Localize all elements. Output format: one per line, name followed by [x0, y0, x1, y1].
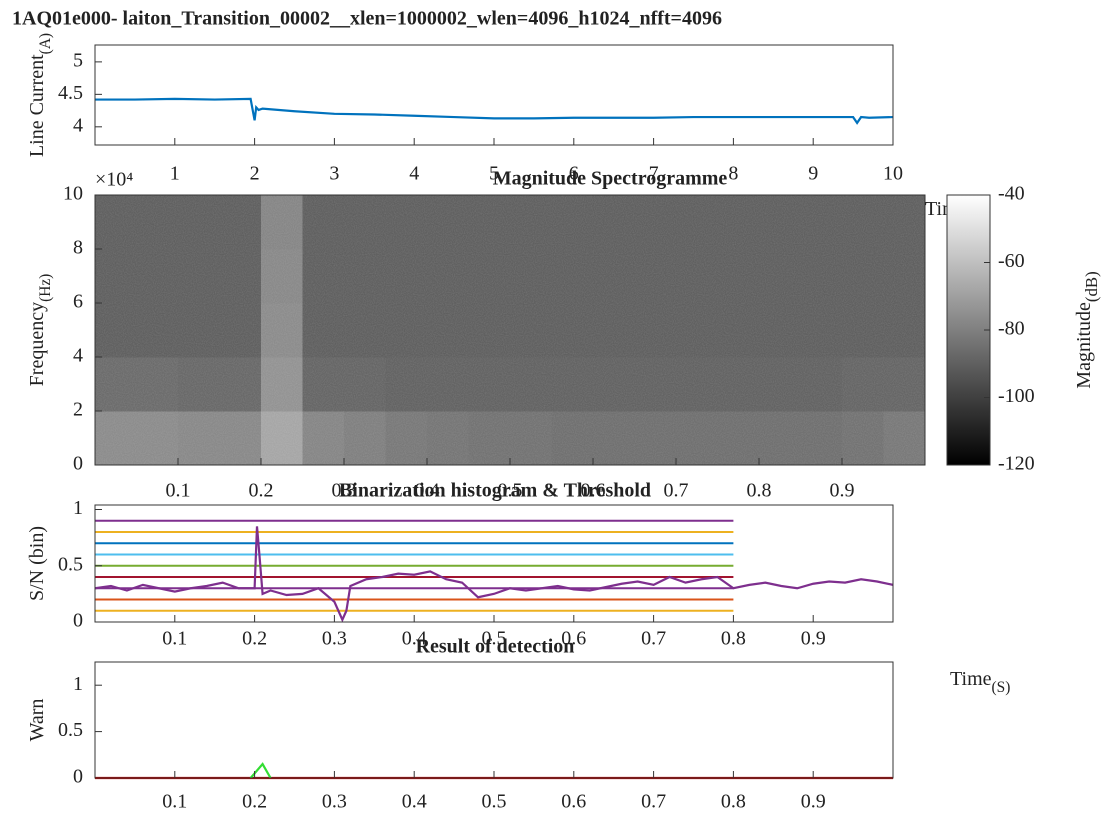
data-line [94, 526, 894, 623]
y-axis-label: Warn [26, 699, 48, 742]
x-tick-label: 0.9 [801, 791, 826, 813]
x-tick-label: 0.5 [498, 480, 523, 502]
panel-title: Binarization histogram & Threshold [339, 480, 651, 502]
panel-title: Result of detection [416, 636, 575, 658]
y-axis-label: Frequency(Hz) [26, 274, 54, 387]
x-tick-label: 0.4 [415, 480, 440, 502]
x-tick-label: 0.1 [162, 791, 187, 813]
texture [95, 195, 925, 465]
x-axis-label-text: Time [950, 668, 992, 690]
x-tick-label: 6 [569, 163, 579, 185]
x-tick-label: 0.8 [721, 628, 746, 650]
x-tick-label: 0.5 [482, 791, 507, 813]
x-tick-label: 0.1 [166, 480, 191, 502]
x-tick-label: 0.2 [242, 791, 267, 813]
x-tick-label: 0.6 [561, 791, 586, 813]
x-tick-label: 8 [728, 163, 738, 185]
y-axis-label-text: Frequency [26, 302, 48, 386]
y-tick-label: 8 [73, 237, 83, 259]
y-tick-label: 5 [73, 49, 83, 71]
colorbar-tick-label: -80 [998, 318, 1025, 340]
colorbar-tick-label: -40 [998, 183, 1025, 205]
x-tick-label: 7 [649, 163, 659, 185]
colorbar-label-unit: (dB) [1082, 271, 1101, 302]
y-tick-label: 0.5 [58, 719, 83, 741]
x-axis-label: Time(S) [950, 668, 1010, 696]
colorbar-tick-label: -120 [998, 453, 1035, 475]
x-tick-label: 0.6 [581, 480, 606, 502]
y-exponent: ×10⁴ [95, 169, 133, 191]
y-axis-label-text: S/N (bin) [26, 526, 48, 601]
x-tick-label: 0.3 [332, 480, 357, 502]
x-tick-label: 0.6 [561, 628, 586, 650]
data-line [95, 97, 894, 125]
x-tick-label: 5 [489, 163, 499, 185]
y-axis-label: S/N (bin) [26, 526, 48, 601]
y-tick-label: 4 [73, 345, 83, 367]
y-axis-label-unit: (A) [37, 33, 54, 54]
y-axis-label-unit: (Hz) [37, 274, 54, 302]
panel-title: Magnitude Spectrogramme [493, 168, 728, 190]
y-tick-label: 0.5 [58, 553, 83, 575]
x-tick-label: 1 [170, 163, 180, 185]
plot-area [95, 45, 893, 145]
y-tick-label: 0 [73, 453, 83, 475]
colorbar [946, 194, 991, 466]
y-tick-label: 0 [73, 766, 83, 788]
y-tick-label: 1 [73, 497, 83, 519]
x-tick-label: 0.7 [664, 480, 689, 502]
colorbar-label: Magnitude(dB) [1073, 271, 1101, 388]
y-tick-label: 4 [73, 114, 83, 136]
y-axis-label-text: Warn [26, 699, 48, 742]
x-tick-label: 0.8 [747, 480, 772, 502]
x-axis-label-unit: (S) [992, 679, 1011, 696]
y-tick-label: 2 [73, 399, 83, 421]
x-tick-label: 0.8 [721, 791, 746, 813]
x-tick-label: 0.3 [322, 628, 347, 650]
x-tick-label: 0.3 [322, 791, 347, 813]
y-axis-label-text: Line Current [26, 54, 48, 157]
x-tick-label: 9 [808, 163, 818, 185]
y-tick-label: 10 [63, 183, 83, 205]
colorbar-tick-label: -60 [998, 250, 1025, 272]
x-tick-label: 2 [250, 163, 260, 185]
colorbar-label-text: Magnitude [1073, 302, 1095, 389]
x-tick-label: 3 [329, 163, 339, 185]
x-tick-label: 0.2 [249, 480, 274, 502]
y-tick-label: 1 [73, 673, 83, 695]
x-tick-label: 0.9 [830, 480, 855, 502]
x-tick-label: 0.7 [641, 628, 666, 650]
x-tick-label: 10 [883, 163, 903, 185]
plot-area [95, 505, 893, 622]
colorbar-tick-label: -100 [998, 385, 1035, 407]
y-tick-label: 0 [73, 610, 83, 632]
x-tick-label: 0.2 [242, 628, 267, 650]
x-tick-label: 0.4 [402, 791, 427, 813]
x-tick-label: 4 [409, 163, 419, 185]
y-tick-label: 6 [73, 291, 83, 313]
x-tick-label: 0.5 [482, 628, 507, 650]
x-tick-label: 0.4 [402, 628, 427, 650]
plot-area [95, 662, 893, 778]
x-tick-label: 0.1 [162, 628, 187, 650]
panel-title: 1AQ01e000- laiton_Transition_00002__xlen… [12, 8, 722, 30]
y-axis-label: Line Current(A) [26, 33, 54, 157]
y-tick-label: 4.5 [58, 82, 83, 104]
x-tick-label: 0.7 [641, 791, 666, 813]
x-tick-label: 0.9 [801, 628, 826, 650]
